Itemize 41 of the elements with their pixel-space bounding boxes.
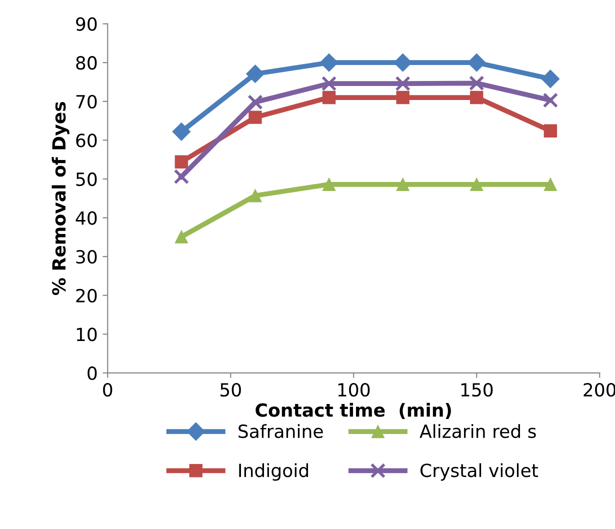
x-tick-label: 150 [461, 382, 493, 397]
y-tick-label: 80 [76, 56, 97, 70]
y-axis-title: % Removal of Dyes [52, 102, 70, 296]
y-tick-label: 40 [76, 211, 97, 225]
point [468, 76, 484, 91]
point [470, 90, 484, 104]
y-tick-label: 20 [76, 288, 97, 302]
y-tick-label: 60 [76, 134, 97, 148]
point [395, 76, 410, 92]
y-tick-label: 90 [76, 17, 97, 31]
point [174, 155, 188, 169]
point [321, 76, 337, 92]
y-tick-label: 30 [76, 250, 97, 264]
point [470, 178, 484, 192]
point [322, 90, 336, 104]
point [396, 90, 410, 104]
legend-label: Indigoid [239, 463, 308, 481]
point [248, 110, 262, 124]
point [174, 169, 190, 184]
legend-label: Alizarin red s [420, 424, 536, 438]
x-tick-label: 50 [220, 382, 241, 397]
y-tick-label: 70 [76, 94, 97, 109]
point [248, 189, 262, 202]
y-tick-label: 10 [76, 328, 97, 342]
point [542, 92, 558, 108]
legend-label: Crystal violet [420, 463, 538, 481]
point [248, 94, 263, 110]
x-axis-title: Contact time (min) [256, 402, 451, 420]
x-tick-label: 0 [103, 382, 112, 397]
point [544, 178, 558, 192]
point [174, 230, 188, 244]
point [172, 122, 191, 141]
y-tick-label: 50 [76, 172, 97, 186]
x-tick-label: 100 [338, 382, 370, 397]
point [544, 124, 558, 138]
point [246, 64, 264, 84]
point [541, 70, 560, 88]
legend-label: Safranine [238, 424, 323, 438]
point [396, 178, 410, 192]
y-tick-label: 0 [88, 366, 97, 380]
point [322, 178, 336, 192]
